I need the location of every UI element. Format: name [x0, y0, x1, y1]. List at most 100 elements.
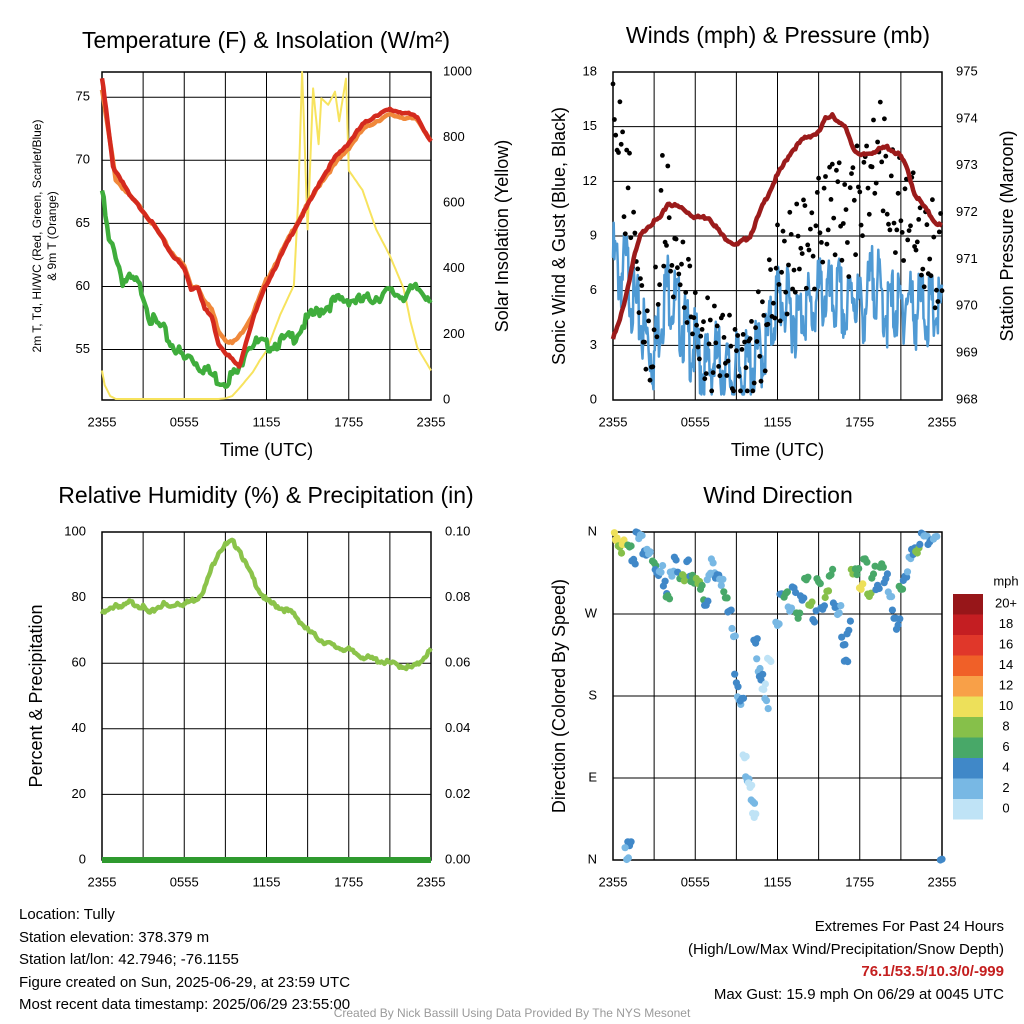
direction-point [750, 799, 759, 807]
speed-legend-swatch [953, 655, 983, 676]
wind-gust-point [747, 336, 753, 342]
wind-gust-point [677, 282, 683, 288]
wind-gust-point [799, 251, 805, 256]
wind-gust-point [625, 185, 631, 191]
wind-gust-point [847, 185, 853, 191]
wind-gust-point [679, 261, 684, 267]
panel1-ytick-right: 972 [956, 204, 978, 219]
direction-point [863, 558, 871, 566]
wind-gust-point [913, 247, 919, 253]
speed-legend-label: 4 [1002, 760, 1009, 775]
panel1-xtick: 1155 [764, 414, 792, 429]
wind-gust-point [846, 274, 852, 279]
wind-gust-point [879, 159, 885, 165]
wind-gust-point [872, 190, 878, 196]
wind-gust-point [914, 239, 920, 245]
wind-gust-point [706, 341, 712, 347]
wind-gust-point [905, 237, 911, 243]
wind-gust-point [658, 188, 664, 193]
wind-gust-point [650, 364, 656, 370]
panel0-xtick: 1155 [253, 414, 281, 429]
wind-gust-point [936, 229, 942, 235]
wind-gust-point [932, 305, 938, 311]
wind-gust-point [698, 333, 704, 339]
direction-point [829, 565, 837, 574]
wind-gust-point [754, 339, 760, 344]
speed-legend-label: 20+ [995, 596, 1017, 611]
panel2-xtick: 2355 [417, 874, 446, 889]
wind-gust-point [813, 223, 819, 229]
direction-point [838, 633, 846, 641]
panel2-ytick-right: 0.06 [445, 655, 470, 670]
panel0-ytick-left: 55 [76, 341, 90, 356]
wind-gust-point [701, 319, 706, 325]
direction-point [827, 571, 835, 579]
panel0-ylabel-left-2: & 9m T (Orange) [45, 191, 59, 281]
wind-gust-point [694, 322, 699, 328]
panel2-ytick-left: 40 [72, 720, 86, 735]
direction-point [627, 542, 635, 550]
wind-gust-point [735, 333, 741, 338]
wind-gust-point [618, 141, 624, 147]
wind-gust-point [646, 318, 651, 324]
wind-gust-point [810, 253, 816, 259]
direction-point [846, 617, 855, 625]
panel0-ytick-right: 0 [443, 391, 450, 406]
panel2-ytick-right: 0.10 [445, 523, 470, 538]
panel1-ytick-right: 968 [956, 391, 978, 406]
wind-gust-point [921, 284, 927, 290]
panel2-xtick: 0555 [170, 874, 199, 889]
wind-gust-point [622, 231, 628, 237]
speed-legend-label: 14 [999, 657, 1013, 672]
panel0-title: Temperature (F) & Insolation (W/m²) [82, 27, 450, 53]
panel2-title: Relative Humidity (%) & Precipitation (i… [58, 482, 473, 508]
panel3-title: Wind Direction [703, 482, 853, 508]
wind-gust-point [702, 376, 708, 382]
direction-point [933, 532, 941, 541]
wind-gust-point [707, 317, 713, 323]
wind-gust-point [613, 132, 619, 138]
wind-gust-point [843, 207, 849, 213]
panel1-title: Winds (mph) & Pressure (mb) [626, 22, 930, 48]
wind-gust-point [683, 290, 689, 295]
panel3-ytick: E [588, 769, 597, 784]
wind-gust-point [853, 252, 858, 258]
wind-gust-point [627, 150, 632, 156]
wind-gust-point [817, 230, 823, 236]
wind-gust-point [779, 269, 784, 275]
wind-gust-point [858, 222, 864, 228]
wind-gust-point [856, 184, 861, 190]
panel1-ytick-left: 6 [590, 282, 597, 297]
wind-gust-point [695, 344, 701, 350]
panel2-ytick-right: 0.00 [445, 851, 470, 866]
wind-gust-point [720, 312, 726, 318]
direction-point [816, 580, 824, 588]
extremes-info: Extremes For Past 24 Hours (High/Low/Max… [688, 916, 1004, 1006]
wind-gust-point [820, 259, 826, 265]
wind-gust-point [732, 327, 738, 332]
wind-gust-point [845, 240, 850, 245]
wind-gust-point [653, 264, 658, 270]
wind-gust-point [877, 99, 883, 105]
panel0-ytick-left: 70 [76, 152, 90, 167]
panel0-ylabel-left: 2m T, Td, HI/WC (Red, Green, Scarlet/Blu… [30, 120, 44, 353]
speed-legend-label: 16 [999, 637, 1013, 652]
wind-gust-point [744, 388, 750, 394]
wind-gust-point [713, 340, 719, 346]
wind-gust-point [717, 373, 723, 379]
panel1-ytick-right: 970 [956, 298, 978, 313]
panel0-xlabel: Time (UTC) [220, 440, 313, 460]
wind-gust-point [660, 153, 665, 158]
wind-gust-point [616, 150, 621, 155]
direction-point [638, 531, 646, 540]
panel0-ytick-right: 400 [443, 260, 465, 275]
wind-gust-point [757, 353, 763, 359]
wind-gust-point [835, 179, 841, 185]
wind-gust-point [910, 170, 916, 176]
wind-gust-point [699, 327, 705, 332]
direction-point [824, 587, 833, 595]
panel0-ytick-left: 65 [76, 215, 90, 230]
recent-data-timestamp: Most recent data timestamp: 2025/06/29 2… [19, 996, 351, 1013]
panel1-ytick-left: 12 [583, 173, 597, 188]
panel3-xtick: 1755 [845, 874, 874, 889]
